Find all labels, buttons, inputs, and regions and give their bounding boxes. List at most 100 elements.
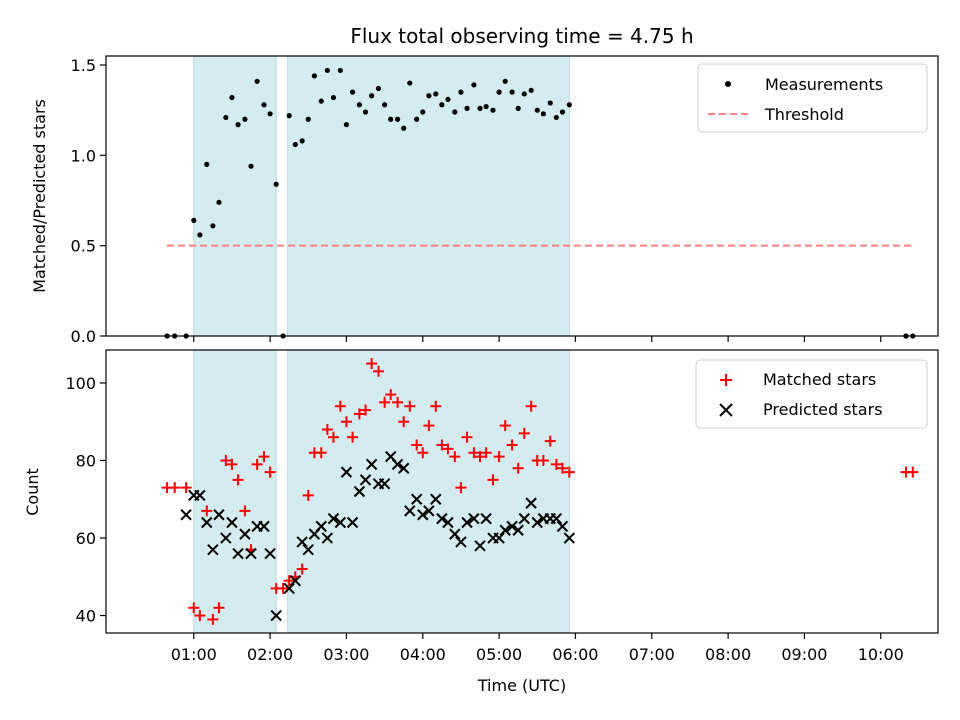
- matched-star-point: [379, 396, 391, 408]
- matched-star-point: [417, 447, 429, 459]
- matched-star-point: [258, 451, 270, 463]
- matched-star-point: [468, 447, 480, 459]
- predicted-legend-label: Predicted stars: [763, 400, 883, 419]
- matched-star-point: [340, 416, 352, 428]
- predicted-star-point: [239, 528, 251, 540]
- matched-star-point: [327, 431, 339, 443]
- measurement-point: [324, 67, 330, 74]
- x-axis-label: Time (UTC): [477, 676, 566, 695]
- matched-star-point: [563, 466, 575, 478]
- predicted-star-point: [220, 532, 232, 544]
- matched-star-point: [449, 451, 461, 463]
- matched-star-point: [537, 454, 549, 466]
- top-observing-window: [287, 55, 570, 337]
- measurement-point: [528, 87, 534, 93]
- threshold-legend-label: Threshold: [764, 105, 844, 124]
- predicted-star-point: [550, 512, 563, 525]
- bottom-y-tick-label: 100: [65, 374, 96, 393]
- matched-star-point: [226, 458, 238, 470]
- predicted-star-point: [468, 512, 480, 525]
- top-panel: 0.0 0.5 1.0 1.5 Matched/Predicted stars Mea…: [30, 55, 939, 346]
- predicted-star-point: [378, 478, 391, 490]
- measurement-point: [337, 67, 343, 74]
- matched-star-point: [213, 602, 225, 614]
- measurement-point: [273, 181, 279, 187]
- predicted-star-point: [556, 520, 569, 533]
- measurement-point: [445, 96, 451, 102]
- bottom-panel-frame: [105, 349, 939, 634]
- x-tick-label: 02:00: [247, 645, 293, 664]
- bottom-legend-box: [695, 359, 928, 429]
- x-tick-label: 07:00: [629, 645, 675, 664]
- measurement-point: [540, 111, 546, 117]
- measurement-point: [356, 102, 363, 108]
- matched-star-point: [512, 462, 524, 474]
- measurement-point: [286, 113, 292, 119]
- chart-title: Flux total observing time = 4.75 h: [350, 24, 693, 48]
- matched-star-point: [372, 365, 384, 377]
- measurement-point: [401, 125, 407, 131]
- predicted-star-point: [353, 485, 366, 498]
- x-tick-label: 10:00: [858, 645, 904, 664]
- matched-star-point: [353, 408, 365, 420]
- predicted-star-point: [201, 516, 213, 529]
- measurement-point: [534, 107, 540, 113]
- measurement-point: [369, 93, 375, 99]
- predicted-star-point: [506, 520, 518, 533]
- matched-star-point: [207, 613, 219, 625]
- matched-star-point: [499, 420, 511, 432]
- top-legend: Measurements Threshold: [697, 63, 928, 133]
- matched-star-point: [277, 582, 289, 594]
- matched-star-point: [321, 423, 333, 435]
- bottom-y-tick-label: 60: [76, 529, 96, 548]
- matched-star-point: [423, 420, 435, 432]
- measurement-point: [407, 80, 413, 86]
- top-panel-frame: [105, 55, 939, 337]
- measurement-point: [223, 114, 229, 121]
- measurement-point: [292, 141, 298, 148]
- matched-star-point: [430, 400, 442, 412]
- matched-star-point: [264, 466, 276, 478]
- bottom-legend: Matched stars Predicted stars: [695, 359, 928, 429]
- predicted-star-point: [442, 516, 454, 529]
- measurement-point: [509, 89, 515, 95]
- matched-star-point: [398, 416, 410, 428]
- predicted-star-point: [531, 516, 543, 529]
- matched-star-point: [556, 462, 568, 474]
- predicted-star-point: [258, 520, 270, 533]
- predicted-star-point: [327, 512, 340, 525]
- matched-star-point: [201, 505, 213, 517]
- measurement-point: [204, 161, 210, 167]
- measurement-point: [242, 116, 248, 122]
- matched-star-point: [550, 458, 562, 470]
- measurement-point: [254, 78, 260, 84]
- measurement-point: [191, 217, 197, 223]
- bottom-observing-window: [193, 349, 277, 634]
- bottom-y-tick-label: 40: [76, 607, 96, 626]
- predicted-star-point: [499, 524, 511, 536]
- matched-star-point: [366, 358, 378, 370]
- predicted-star-point: [493, 532, 505, 544]
- matched-star-point: [442, 443, 454, 455]
- predicted-star-point: [449, 528, 461, 540]
- measurement-point: [521, 91, 527, 97]
- measurement-point: [471, 82, 477, 88]
- measurement-point: [210, 223, 216, 229]
- x-tick-label: 04:00: [400, 645, 446, 664]
- matched-star-point: [302, 489, 314, 501]
- predicted-star-point: [480, 512, 492, 525]
- measurement-point: [483, 103, 489, 110]
- predicted-star-point: [410, 493, 423, 505]
- predicted-star-point: [474, 540, 486, 552]
- bottom-y-axis-label: Count: [23, 468, 42, 516]
- measurement-point: [515, 105, 521, 111]
- matched-star-point: [544, 435, 556, 447]
- matched-star-point: [518, 427, 530, 439]
- top-y-tick-label: 0.5: [71, 237, 96, 256]
- predicted-star-point: [430, 493, 442, 505]
- matched-star-point: [220, 454, 232, 466]
- top-y-ticks: 0.0 0.5 1.0 1.5: [71, 56, 106, 346]
- x-tick-label: 01:00: [171, 645, 217, 664]
- measurement-point: [496, 89, 502, 95]
- x-tick-label: 08:00: [705, 645, 751, 664]
